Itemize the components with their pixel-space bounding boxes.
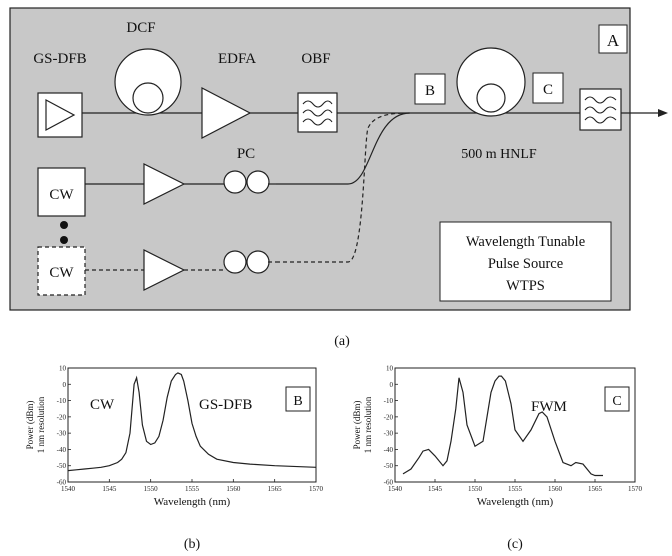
caption-b: (b) (184, 537, 201, 552)
fiber-cw2-combiner (276, 112, 411, 263)
chart-c-x-tick-label: 1560 (548, 485, 563, 493)
ellipsis-dot (60, 221, 68, 229)
obf-filter-icon (302, 100, 333, 126)
chart-b-x-tick-label: 1555 (185, 485, 200, 493)
point-c-box (532, 72, 564, 104)
output-filter-box (579, 88, 622, 131)
chart-c-marker: C (612, 394, 621, 409)
chart-c-y-tick-label: 10 (386, 365, 394, 373)
chart-b-y-tick-label: 10 (59, 365, 67, 373)
panel-label: A (607, 31, 620, 50)
edfa-label: EDFA (218, 51, 256, 67)
hnlf-coil-icon (456, 47, 526, 117)
chart-c-x-tick-label: 1545 (428, 485, 443, 493)
chart-c-series-line (402, 375, 603, 477)
chart-b-y-tick-label: -50 (57, 462, 67, 470)
chart-c-xlabel: Wavelength (nm) (477, 496, 554, 508)
chart-b-series-line (67, 372, 317, 472)
chart-b-x-tick-label: 1560 (226, 485, 241, 493)
chart-b-y-tick-label: -20 (57, 413, 67, 421)
output-filter-icon (584, 96, 617, 124)
chart-b-ylabel-1: Power (dBm) (25, 401, 35, 450)
chart-b-x-tick-label: 1550 (144, 485, 159, 493)
wtps-line-1: Wavelength Tunable (466, 234, 585, 250)
cw1-label: CW (49, 187, 74, 203)
cw2-label: CW (49, 265, 74, 281)
dcf-label: DCF (126, 20, 155, 36)
chart-c-x-tick-label: 1570 (628, 485, 643, 493)
chart-b-marker: B (293, 394, 302, 409)
chart-b-x-tick-label: 1545 (102, 485, 117, 493)
chart-c-x-tick-label: 1550 (468, 485, 483, 493)
gs-dfb-label: GS-DFB (33, 51, 86, 67)
wtps-line-3: WTPS (506, 278, 545, 294)
chart-b-y-tick-label: -30 (57, 430, 67, 438)
chart-c-label-fwm: FWM (531, 399, 567, 415)
chart-c-y-tick-label: -40 (384, 446, 394, 454)
wtps-line-2: Pulse Source (488, 256, 563, 272)
dcf-coil-icon (114, 48, 182, 116)
point-b-label: B (425, 83, 435, 99)
caption-c: (c) (507, 537, 523, 552)
chart-c-y-tick-label: -50 (384, 462, 394, 470)
chart-b-label-cw: CW (90, 397, 115, 413)
obf-label: OBF (301, 51, 330, 67)
hnlf-inner-loop (476, 83, 506, 113)
cw1-box (37, 167, 86, 217)
chart-c-y-tick-label: -30 (384, 430, 394, 438)
chart-b-y-tick-label: -60 (57, 479, 67, 487)
chart-c-y-tick-label: -60 (384, 479, 394, 487)
chart-c-x-tick-label: 1555 (508, 485, 523, 493)
chart-c-y-tick-label: -20 (384, 413, 394, 421)
pc-label: PC (237, 146, 255, 162)
chart-b-y-tick-label: -40 (57, 446, 67, 454)
pc2-paddle-icon (246, 250, 270, 274)
chart-b-x-tick-label: 1565 (268, 485, 283, 493)
cw2-amplifier-icon (143, 249, 186, 291)
edfa-amplifier-icon (201, 87, 252, 139)
chart-c-y-tick-label: -10 (384, 397, 394, 405)
point-b-box (414, 73, 446, 105)
cw1-amplifier-icon (143, 163, 186, 205)
ellipsis-dot (60, 236, 68, 244)
output-arrow-icon (658, 109, 668, 117)
chart-b-x-tick-label: 1540 (61, 485, 76, 493)
hnlf-label: 500 m HNLF (461, 147, 537, 162)
chart-c-ylabel-2: 1 nm resolution (363, 396, 373, 453)
gs-dfb-amplifier-icon (45, 98, 76, 132)
chart-b-label-gs-dfb: GS-DFB (199, 397, 252, 413)
chart-b-y-tick-label: 0 (63, 381, 67, 389)
chart-c-frame (394, 367, 636, 483)
chart-c-x-tick-label: 1540 (388, 485, 403, 493)
chart-c: 1540 1545 1550 1555 1560 1565 1570 10 0 -10 -20 -30… (352, 365, 643, 553)
chart-b: 1540 1545 1550 1555 1560 1565 1570 10 0 -10 -20 -30… (25, 365, 324, 553)
panel-label-box (598, 24, 628, 54)
chart-c-ylabel-1: Power (dBm) (352, 401, 362, 450)
dcf-inner-loop (132, 82, 164, 114)
chart-b-marker-box (285, 386, 311, 412)
fiber-cw1-combiner (276, 112, 411, 185)
pc1-paddle-icon (246, 170, 270, 194)
cw2-box (37, 246, 86, 296)
pc2-paddle-icon (223, 250, 247, 274)
chart-b-xlabel: Wavelength (nm) (154, 496, 231, 508)
chart-b-ylabel-2: 1 nm resolution (36, 396, 46, 453)
chart-b-y-tick-label: -10 (57, 397, 67, 405)
wtps-legend-box (439, 221, 612, 302)
caption-a: (a) (334, 334, 350, 349)
chart-c-x-tick-label: 1565 (588, 485, 603, 493)
chart-b-x-tick-label: 1570 (309, 485, 324, 493)
point-c-label: C (543, 82, 553, 98)
chart-c-y-tick-label: 0 (390, 381, 394, 389)
chart-c-marker-box (604, 386, 630, 412)
pc1-paddle-icon (223, 170, 247, 194)
